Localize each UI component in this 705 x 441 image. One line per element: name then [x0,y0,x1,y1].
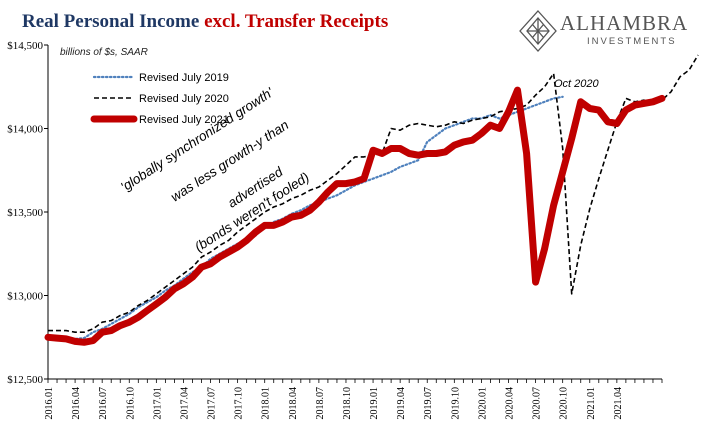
legend-label: Revised July 2019 [139,72,229,84]
x-tick-label: 2019.01 [369,387,380,420]
y-tick-label: $13,000 [7,291,43,303]
x-tick-label: 2020.01 [477,387,488,420]
legend-label: Revised July 2020 [139,93,229,105]
x-tick-label: 2021.01 [586,387,597,420]
x-tick-label: 2016.07 [98,387,109,420]
x-tick-label: 2017.04 [179,387,190,420]
logo-name: ALHAMBRA [560,11,689,35]
legend: Revised July 2019 Revised July 2020 Revise… [90,72,229,126]
x-tick-label: 2017.07 [207,387,218,420]
x-tick-label: 2019.07 [423,387,434,420]
series-line-solid [44,86,666,346]
x-tick-label: 2016.04 [71,387,82,420]
x-tick-label: 2016.10 [125,387,136,420]
alhambra-diamond-icon [519,10,557,52]
x-tick-label: 2017.01 [152,387,163,420]
x-tick-label: 2020.04 [505,387,516,420]
x-tick-label: 2018.10 [342,387,353,420]
x-tick-label: 2018.04 [288,387,299,420]
series-lines [44,54,699,346]
y-tick-label: $13,500 [7,207,43,219]
x-tick-label: 2018.07 [315,387,326,420]
x-tick-label: 2016.01 [44,387,55,420]
y-tick-label: $14,000 [7,124,43,136]
unit-label: billions of $s, SAAR [60,47,148,58]
chart-title: Real Personal Income excl. Transfer Rece… [22,11,388,33]
x-tick-label: 2017.10 [234,387,245,420]
x-tick-label: 2020.07 [532,387,543,420]
x-tick-label: 2018.01 [261,387,272,420]
logo-subtitle: INVESTMENTS [587,36,677,47]
x-tick-label: 2020.10 [559,387,570,420]
x-tick-label: 2021.04 [613,387,624,420]
y-tick-label: $14,500 [7,40,43,52]
axes: $12,500 $13,000 $13,500 $14,000 $14,500 2016.… [7,40,663,420]
chart-title-part2: excl. Transfer Receipts [204,11,389,32]
legend-label: Revised July 2021 [139,114,229,126]
alhambra-logo: ALHAMBRA INVESTMENTS [518,9,698,53]
x-tick-label: 2019.10 [450,387,461,420]
annotation-oct-2020: Oct 2020 [554,78,599,90]
x-tick-label: 2019.04 [396,387,407,420]
y-tick-label: $12,500 [7,374,43,386]
chart-title-part1: Real Personal Income [22,11,205,32]
